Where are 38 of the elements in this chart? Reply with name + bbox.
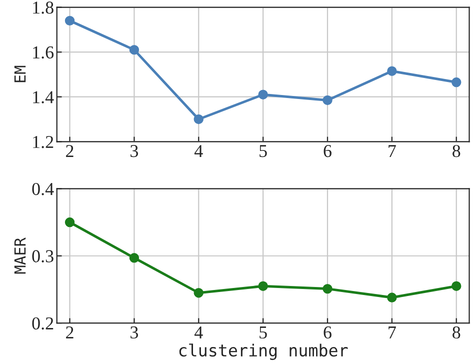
point [387,292,397,302]
y-tick-label: 1.2 [33,136,54,148]
point [258,281,268,291]
point [258,90,268,100]
point [387,66,397,76]
x-tick-label: 2 [66,326,74,338]
point [194,288,204,298]
y-tick-label: 0.4 [32,182,54,196]
point [129,253,140,263]
point [452,281,462,291]
y-axis-title: EM [14,66,26,82]
y-tick-label: 1.6 [33,46,54,59]
x-tick-label: 8 [452,326,460,339]
x-tick-label: 5 [260,145,267,158]
point [64,16,75,26]
x-tick-label: 2 [66,145,74,157]
x-tick-label: 3 [130,145,138,158]
point [322,95,332,106]
x-tick-label: 5 [260,326,267,339]
point [64,217,75,228]
y-tick-label: 0.2 [32,317,54,330]
x-tick-label: 8 [452,144,460,158]
y-tick-label: 1.4 [33,91,54,104]
x-tick-label: 3 [130,326,138,339]
y-axis-title: MAER [14,237,26,274]
x-tick-label: 4 [194,145,203,157]
x-tick-label: 6 [324,326,332,339]
x-tick-label: 6 [324,145,332,158]
point [194,114,204,124]
x-tick-label: 7 [388,145,396,157]
y-tick-label: 0.3 [32,250,54,262]
point [452,77,462,88]
x-tick-label: 4 [194,326,203,338]
point [322,284,332,294]
y-tick-label: 1.8 [33,2,54,14]
x-axis-title: clustering number [179,344,348,360]
x-tick-label: 7 [388,326,396,338]
point [129,44,140,55]
